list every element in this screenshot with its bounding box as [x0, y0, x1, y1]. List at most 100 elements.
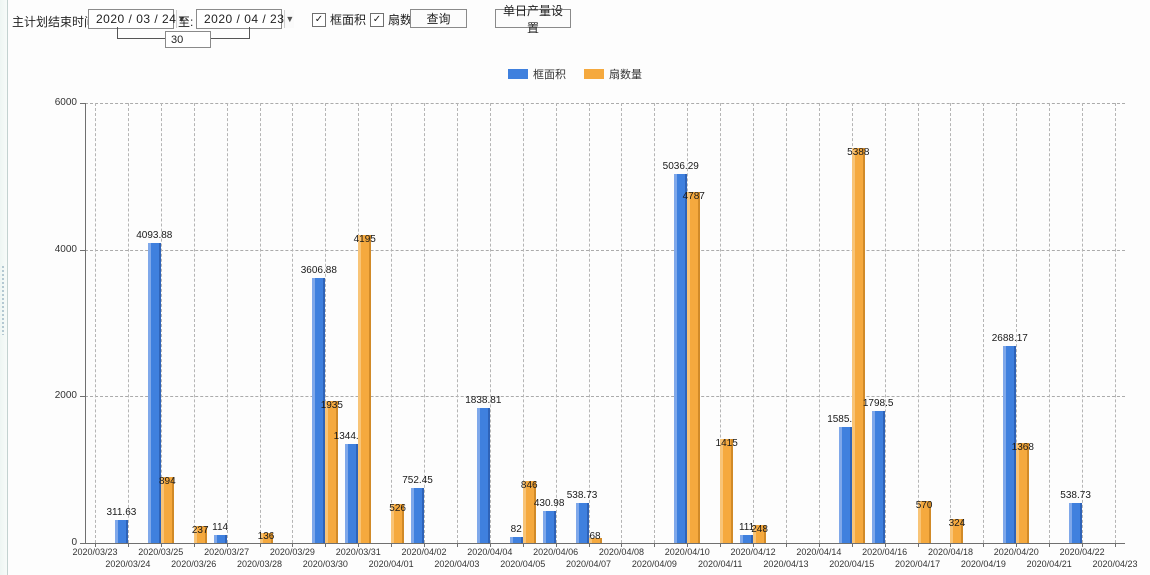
bar-value-label: 111	[738, 521, 755, 533]
date-to-value[interactable]: 2020 / 04 / 23	[204, 12, 285, 26]
bar-frame-area	[509, 536, 523, 543]
x-axis-tick	[753, 543, 755, 547]
x-axis-date-label: 2020/04/08	[598, 547, 644, 557]
x-axis-date-label: 2020/04/05	[500, 559, 546, 569]
gridline-vertical	[522, 103, 524, 543]
bar-fan-count	[950, 519, 964, 543]
bar-value-label: 1585.96	[827, 413, 864, 425]
date-range-connector	[204, 38, 250, 39]
x-axis-date-label: 2020/03/26	[171, 559, 217, 569]
x-axis-date-label: 2020/03/31	[335, 547, 381, 557]
x-axis-date-label: 2020/04/19	[960, 559, 1006, 569]
x-axis-date-label: 2020/04/18	[927, 547, 973, 557]
bar-value-label: 570	[915, 500, 933, 512]
x-axis-tick	[687, 543, 689, 547]
x-axis-tick	[1082, 543, 1084, 547]
chevron-down-icon[interactable]: ▼	[284, 10, 295, 28]
x-axis-tick	[325, 543, 327, 547]
bar-frame-area	[871, 411, 885, 543]
x-axis-date-label: 2020/04/10	[664, 547, 710, 557]
legend-label: 框面积	[533, 69, 566, 81]
y-axis-tick	[80, 249, 85, 251]
x-axis-date-label: 2020/04/22	[1059, 547, 1105, 557]
x-axis-tick	[358, 543, 360, 547]
legend-item-frame-area: 框面积	[508, 66, 566, 82]
gridline-vertical	[292, 103, 294, 543]
x-axis-tick	[522, 543, 524, 547]
bar-fan-count	[851, 147, 865, 543]
interval-days-input[interactable]: 30	[165, 31, 211, 48]
gridline-vertical	[753, 103, 755, 543]
bar-value-label: 894	[158, 476, 176, 488]
y-axis-tick	[80, 103, 85, 104]
gridline-vertical	[917, 103, 919, 543]
x-axis-tick	[391, 543, 393, 547]
bar-value-label: 1798.5	[862, 398, 894, 410]
x-axis-date-label: 2020/04/21	[1026, 559, 1072, 569]
date-from-value[interactable]: 2020 / 03 / 24	[96, 12, 177, 26]
gridline-vertical	[1049, 103, 1051, 543]
legend-label: 扇数量	[609, 69, 642, 81]
x-axis-tick	[1115, 543, 1116, 547]
bar-fan-count	[1016, 442, 1030, 543]
x-axis-tick	[1016, 543, 1018, 547]
gridline-vertical	[720, 103, 722, 543]
x-axis-date-label: 2020/03/29	[269, 547, 315, 557]
gridline-vertical	[654, 103, 656, 543]
checkbox-check-icon[interactable]: ✓	[312, 12, 326, 27]
bar-frame-area	[411, 487, 425, 543]
x-axis-date-label: 2020/03/27	[204, 547, 250, 557]
bar-fan-count	[259, 533, 273, 543]
plan-end-time-label: 主计划结束时间:	[12, 15, 100, 29]
bar-value-label: 2688.17	[991, 332, 1028, 344]
x-axis-tick	[555, 543, 557, 547]
chart-legend: 框面积 扇数量	[0, 66, 1150, 82]
gridline-horizontal	[85, 249, 1125, 251]
x-axis-tick	[654, 543, 656, 547]
gridline-vertical	[950, 103, 952, 543]
bar-frame-area	[147, 242, 161, 543]
gridline-horizontal	[85, 396, 1125, 398]
y-axis-tick-label: 2000	[54, 390, 77, 402]
date-range-connector	[117, 27, 118, 39]
frame-area-checkbox-label: 框面积	[330, 13, 367, 27]
date-to-picker[interactable]: 2020 / 04 / 23 ▼	[196, 9, 295, 29]
checkbox-check-icon[interactable]: ✓	[370, 12, 384, 27]
x-axis-date-label: 2020/03/30	[302, 559, 348, 569]
x-axis-tick	[588, 543, 590, 547]
gridline-vertical	[588, 103, 590, 543]
query-button[interactable]: 查询	[410, 9, 467, 28]
date-from-picker[interactable]: 2020 / 03 / 24 ▼	[88, 9, 187, 29]
y-axis-line	[85, 103, 86, 543]
gridline-vertical	[1082, 103, 1084, 543]
bar-value-label: 311.63	[106, 507, 137, 519]
splitter-grip-icon[interactable]	[1, 265, 6, 335]
x-axis-tick	[127, 543, 129, 547]
bar-frame-area	[213, 534, 227, 543]
bar-value-label: 430.98	[533, 498, 565, 510]
chevron-down-icon[interactable]: ▼	[176, 10, 187, 28]
frame-area-checkbox[interactable]: ✓ 框面积	[312, 11, 366, 28]
bar-value-label: 136	[257, 531, 275, 542]
query-toolbar: 主计划结束时间: 2020 / 03 / 24 ▼ 至: 2020 / 04 /…	[0, 0, 1150, 55]
x-axis-date-label: 2020/04/15	[829, 559, 875, 569]
bar-frame-area	[542, 511, 556, 543]
legend-item-fan-count: 扇数量	[584, 66, 642, 82]
bar-frame-area	[575, 503, 589, 543]
gridline-vertical	[160, 103, 162, 543]
bar-frame-area	[674, 173, 688, 543]
y-axis-tick-label: 6000	[54, 97, 77, 108]
gridline-vertical	[884, 103, 886, 543]
x-axis-tick	[818, 543, 820, 547]
x-axis-tick	[884, 543, 886, 547]
x-axis-tick	[917, 543, 919, 547]
x-axis-tick	[292, 543, 294, 547]
left-panel-splitter[interactable]	[0, 0, 8, 575]
x-axis-date-label: 2020/04/02	[401, 547, 447, 557]
bar-frame-area	[312, 278, 326, 543]
gridline-vertical	[226, 103, 228, 543]
bar-frame-area	[740, 534, 754, 543]
x-axis-tick	[226, 543, 228, 547]
bar-value-label: 1935	[320, 400, 343, 412]
